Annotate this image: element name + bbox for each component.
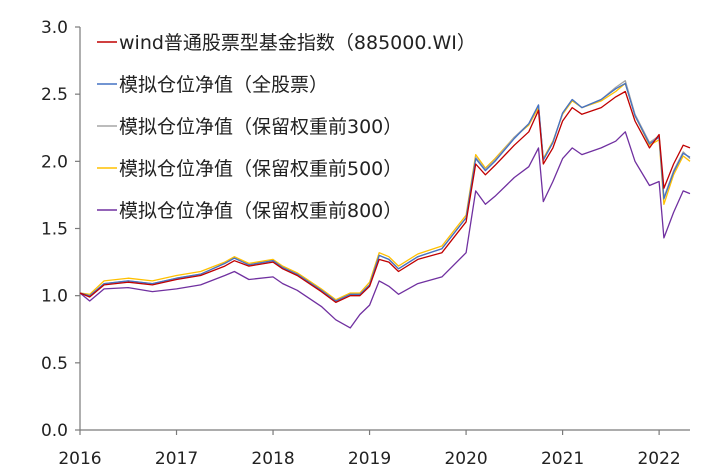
series-line-0 bbox=[79, 90, 691, 304]
x-tick-label: 2019 bbox=[348, 449, 391, 469]
x-tick-label: 2017 bbox=[155, 449, 198, 469]
x-tick-label: 2021 bbox=[541, 449, 584, 469]
series-line-2 bbox=[79, 80, 691, 302]
y-tick-label: 0.5 bbox=[41, 354, 68, 374]
series-group bbox=[79, 80, 691, 329]
y-tick-label: 2.0 bbox=[41, 152, 68, 172]
legend-label-0: wind普通股票型基金指数（885000.WI） bbox=[119, 32, 476, 54]
x-tick-label: 2020 bbox=[444, 449, 487, 469]
series-line-1 bbox=[79, 82, 691, 302]
axes: 0.0 0.5 1.0 1.5 2.0 2.5 3.0 2016 2017 2018 2019 202… bbox=[41, 18, 690, 469]
x-tick-label: 2016 bbox=[58, 449, 101, 469]
y-tick-label: 2.5 bbox=[41, 85, 68, 105]
series-line-4 bbox=[79, 131, 691, 329]
y-tick-label: 1.0 bbox=[41, 287, 68, 307]
legend-label-2: 模拟仓位净值（保留权重前300） bbox=[119, 116, 402, 138]
y-tick-label: 1.5 bbox=[41, 220, 68, 240]
legend-label-4: 模拟仓位净值（保留权重前800） bbox=[119, 200, 402, 222]
y-tick-label: 0.0 bbox=[41, 421, 68, 441]
legend-label-1: 模拟仓位净值（全股票） bbox=[119, 74, 328, 96]
x-tick-label: 2022 bbox=[637, 449, 680, 469]
legend-label-3: 模拟仓位净值（保留权重前500） bbox=[119, 158, 402, 180]
y-tick-label: 3.0 bbox=[41, 18, 68, 38]
legend: wind普通股票型基金指数（885000.WI） 模拟仓位净值（全股票） 模拟仓位净… bbox=[97, 32, 476, 222]
x-tick-label: 2018 bbox=[251, 449, 294, 469]
series-line-3 bbox=[79, 82, 691, 301]
